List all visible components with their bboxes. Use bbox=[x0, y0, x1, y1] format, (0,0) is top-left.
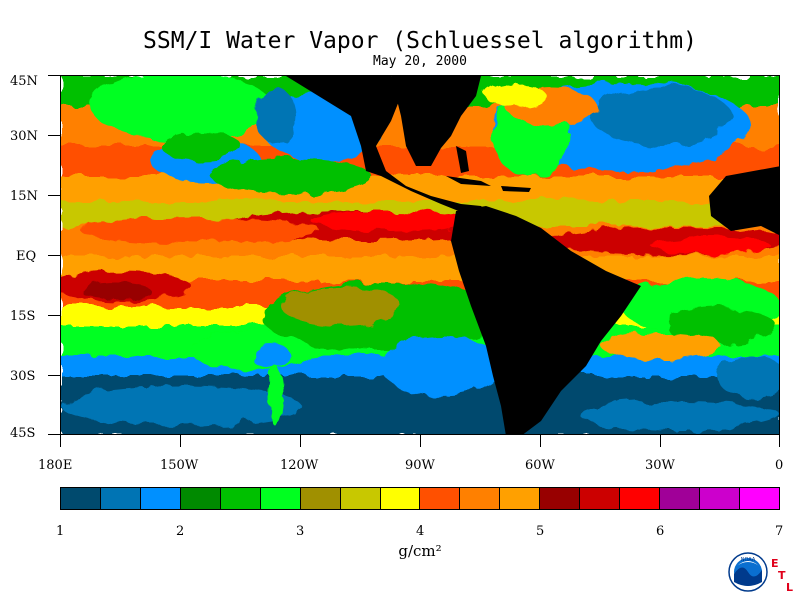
lat-label-45s: 45S bbox=[10, 426, 36, 441]
lon-label-90w: 90W bbox=[405, 458, 435, 473]
colorbar-label-3: 3 bbox=[296, 524, 305, 539]
etl-letter-t: T bbox=[778, 569, 786, 582]
colorbar-swatch-2 bbox=[140, 488, 181, 509]
colorbar-swatch-14 bbox=[620, 488, 661, 509]
colorbar-label-1: 1 bbox=[56, 524, 65, 539]
colorbar-swatch-12 bbox=[540, 488, 581, 509]
colorbar-label-5: 5 bbox=[536, 524, 545, 539]
colorbar-swatch-4 bbox=[220, 488, 261, 509]
lon-label-120w: 120W bbox=[280, 458, 319, 473]
lon-label-30w: 30W bbox=[645, 458, 675, 473]
lat-label-45n: 45N bbox=[10, 74, 38, 89]
colorbar-label-6: 6 bbox=[656, 524, 665, 539]
water-vapor-map bbox=[60, 75, 780, 435]
lat-label-15s: 15S bbox=[10, 309, 36, 324]
colorbar-swatch-8 bbox=[380, 488, 421, 509]
colorbar-swatch-16 bbox=[700, 488, 740, 509]
water-vapor-field bbox=[61, 76, 779, 434]
lat-label-30n: 30N bbox=[10, 129, 38, 144]
noaa-logo: NOAA bbox=[728, 552, 768, 592]
colorbar-swatch-11 bbox=[500, 488, 541, 509]
colorbar-label-4: 4 bbox=[416, 524, 425, 539]
map-date: May 20, 2000 bbox=[373, 54, 467, 69]
colorbar-swatch-3 bbox=[180, 488, 221, 509]
colorbar-label-2: 2 bbox=[176, 524, 185, 539]
colorbar-swatch-15 bbox=[660, 488, 700, 509]
noaa-logo-text: NOAA bbox=[741, 557, 756, 563]
lon-label-0: 0 bbox=[775, 458, 784, 473]
colorbar-label-7: 7 bbox=[775, 524, 784, 539]
lat-label-eq: EQ bbox=[16, 249, 37, 264]
etl-letter-e: E bbox=[771, 557, 779, 570]
colorbar bbox=[60, 487, 780, 510]
colorbar-swatch-7 bbox=[340, 488, 381, 509]
colorbar-swatch-5 bbox=[260, 488, 301, 509]
colorbar-swatch-9 bbox=[420, 488, 461, 509]
colorbar-swatch-13 bbox=[580, 488, 621, 509]
lat-label-30s: 30S bbox=[10, 369, 36, 384]
colorbar-swatch-1 bbox=[100, 488, 141, 509]
colorbar-swatch-6 bbox=[300, 488, 341, 509]
lon-label-150w: 150W bbox=[160, 458, 199, 473]
etl-letter-l: L bbox=[786, 581, 794, 594]
lon-label-180e: 180E bbox=[38, 458, 73, 473]
colorbar-units: g/cm² bbox=[398, 542, 442, 560]
lat-label-15n: 15N bbox=[10, 189, 38, 204]
lon-label-60w: 60W bbox=[525, 458, 555, 473]
colorbar-swatch-17 bbox=[739, 488, 779, 509]
colorbar-swatch-0 bbox=[61, 488, 101, 509]
land-masses bbox=[286, 76, 779, 434]
colorbar-swatch-10 bbox=[460, 488, 501, 509]
map-title: SSM/I Water Vapor (Schluessel algorithm) bbox=[143, 28, 697, 54]
